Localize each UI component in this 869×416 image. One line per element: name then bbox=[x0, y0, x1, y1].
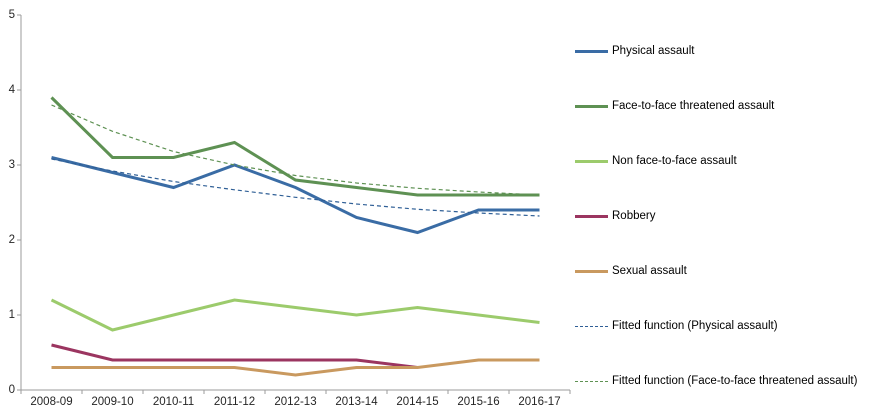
y-axis-label: 1 bbox=[8, 308, 15, 321]
series-line-4 bbox=[51, 358, 540, 377]
y-axis-label: 5 bbox=[8, 8, 15, 21]
series-line-1 bbox=[50, 96, 540, 197]
y-axis-label: 0 bbox=[8, 383, 15, 396]
series-line-3 bbox=[51, 343, 418, 369]
x-axis-label: 2012-13 bbox=[274, 396, 317, 408]
x-axis-label: 2008-09 bbox=[30, 396, 73, 408]
x-axis-label: 2016-17 bbox=[518, 396, 561, 408]
series-line-6 bbox=[51, 104, 540, 196]
y-axis-label: 4 bbox=[8, 83, 15, 96]
y-axis-label: 2 bbox=[8, 233, 15, 246]
series-line-0 bbox=[51, 156, 540, 235]
x-axis-label: 2015-16 bbox=[457, 396, 500, 408]
x-axis-label: 2010-11 bbox=[152, 396, 195, 408]
x-axis-label: 2011-12 bbox=[213, 396, 256, 408]
x-axis-label: 2013-14 bbox=[335, 396, 378, 408]
x-axis-label: 2014-15 bbox=[396, 396, 439, 408]
series-line-2 bbox=[50, 298, 540, 332]
x-axis-label: 2009-10 bbox=[91, 396, 134, 408]
series-line-5 bbox=[51, 158, 540, 217]
y-axis-label: 3 bbox=[8, 158, 15, 171]
